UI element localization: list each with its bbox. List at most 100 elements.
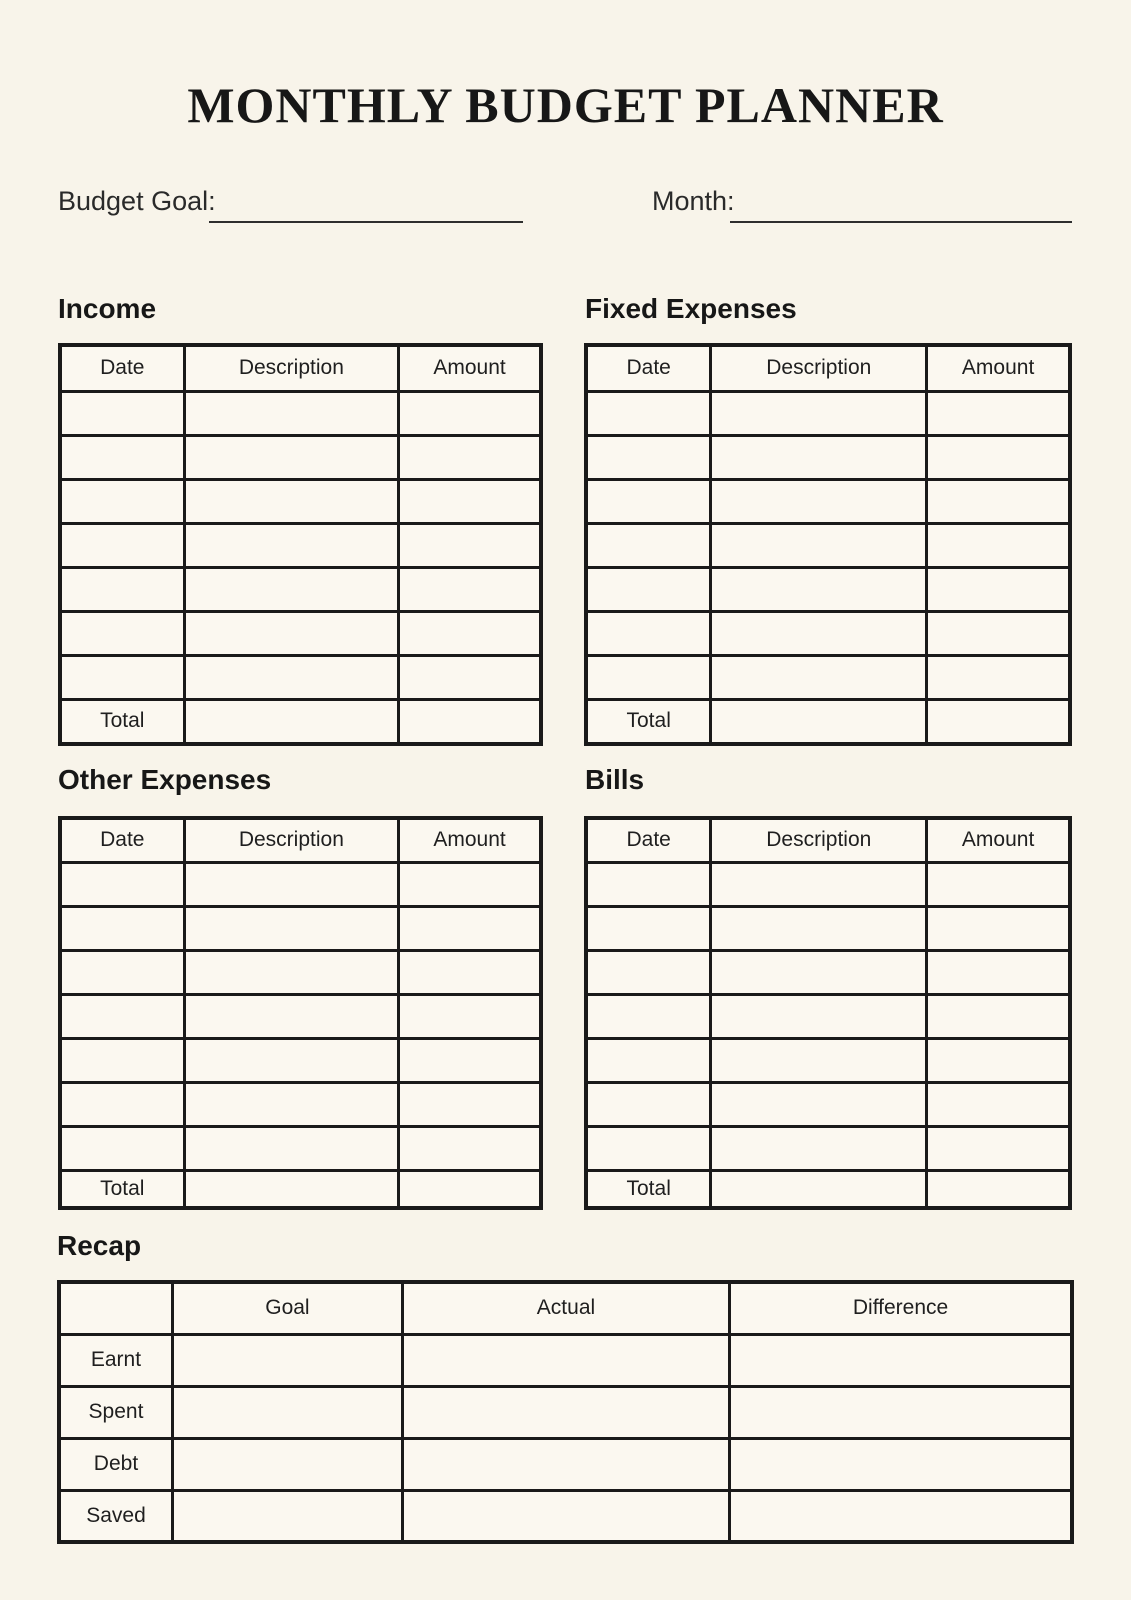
total-amount-cell[interactable] (925, 697, 1072, 746)
entry-cell[interactable] (397, 653, 543, 701)
entry-cell[interactable] (397, 389, 543, 437)
entry-cell[interactable] (170, 1436, 404, 1492)
entry-cell[interactable] (709, 521, 929, 569)
entry-cell[interactable] (925, 948, 1072, 996)
entry-cell[interactable] (182, 697, 401, 746)
total-amount-cell[interactable] (925, 1168, 1072, 1210)
entry-cell[interactable] (397, 433, 543, 481)
entry-cell[interactable] (182, 1080, 401, 1128)
entry-cell[interactable] (925, 477, 1072, 525)
entry-cell[interactable] (58, 565, 186, 613)
entry-cell[interactable] (397, 948, 543, 996)
entry-cell[interactable] (584, 609, 713, 657)
entry-cell[interactable] (925, 1080, 1072, 1128)
entry-cell[interactable] (584, 860, 713, 908)
entry-cell[interactable] (400, 1436, 732, 1492)
entry-cell[interactable] (728, 1436, 1074, 1492)
entry-cell[interactable] (584, 1036, 713, 1084)
entry-cell[interactable] (584, 992, 713, 1040)
entry-cell[interactable] (58, 653, 186, 701)
entry-cell[interactable] (709, 904, 929, 952)
entry-cell[interactable] (728, 1488, 1074, 1544)
entry-cell[interactable] (584, 477, 713, 525)
entry-cell[interactable] (925, 904, 1072, 952)
entry-cell[interactable] (182, 860, 401, 908)
entry-cell[interactable] (58, 948, 186, 996)
entry-cell[interactable] (584, 565, 713, 613)
entry-cell[interactable] (397, 565, 543, 613)
entry-cell[interactable] (709, 653, 929, 701)
entry-cell[interactable] (182, 565, 401, 613)
entry-cell[interactable] (58, 389, 186, 437)
entry-cell[interactable] (709, 565, 929, 613)
entry-cell[interactable] (925, 653, 1072, 701)
entry-cell[interactable] (709, 697, 929, 746)
entry-cell[interactable] (728, 1332, 1074, 1388)
total-amount-cell[interactable] (397, 697, 543, 746)
entry-cell[interactable] (584, 433, 713, 481)
entry-cell[interactable] (925, 1124, 1072, 1172)
entry-cell[interactable] (709, 433, 929, 481)
entry-cell[interactable] (584, 904, 713, 952)
entry-cell[interactable] (397, 1036, 543, 1084)
entry-cell[interactable] (584, 653, 713, 701)
entry-cell[interactable] (397, 992, 543, 1040)
entry-cell[interactable] (58, 521, 186, 569)
entry-cell[interactable] (170, 1332, 404, 1388)
entry-cell[interactable] (709, 1036, 929, 1084)
entry-cell[interactable] (182, 948, 401, 996)
entry-cell[interactable] (925, 433, 1072, 481)
entry-cell[interactable] (58, 433, 186, 481)
entry-cell[interactable] (728, 1384, 1074, 1440)
entry-cell[interactable] (182, 992, 401, 1040)
entry-cell[interactable] (925, 565, 1072, 613)
entry-cell[interactable] (397, 521, 543, 569)
budget-goal-input-line[interactable] (209, 221, 523, 223)
entry-cell[interactable] (400, 1384, 732, 1440)
entry-cell[interactable] (709, 992, 929, 1040)
entry-cell[interactable] (58, 860, 186, 908)
entry-cell[interactable] (925, 389, 1072, 437)
entry-cell[interactable] (400, 1488, 732, 1544)
entry-cell[interactable] (397, 609, 543, 657)
entry-cell[interactable] (584, 521, 713, 569)
entry-cell[interactable] (584, 389, 713, 437)
total-amount-cell[interactable] (397, 1168, 543, 1210)
entry-cell[interactable] (182, 521, 401, 569)
entry-cell[interactable] (709, 948, 929, 996)
entry-cell[interactable] (397, 477, 543, 525)
entry-cell[interactable] (58, 1036, 186, 1084)
entry-cell[interactable] (397, 1080, 543, 1128)
entry-cell[interactable] (709, 1124, 929, 1172)
entry-cell[interactable] (182, 609, 401, 657)
entry-cell[interactable] (925, 1036, 1072, 1084)
entry-cell[interactable] (58, 904, 186, 952)
entry-cell[interactable] (925, 860, 1072, 908)
entry-cell[interactable] (182, 389, 401, 437)
entry-cell[interactable] (925, 609, 1072, 657)
entry-cell[interactable] (182, 653, 401, 701)
entry-cell[interactable] (925, 992, 1072, 1040)
entry-cell[interactable] (58, 477, 186, 525)
entry-cell[interactable] (182, 1124, 401, 1172)
entry-cell[interactable] (58, 609, 186, 657)
entry-cell[interactable] (584, 1124, 713, 1172)
entry-cell[interactable] (182, 1036, 401, 1084)
entry-cell[interactable] (58, 1080, 186, 1128)
entry-cell[interactable] (58, 1124, 186, 1172)
entry-cell[interactable] (170, 1488, 404, 1544)
entry-cell[interactable] (709, 477, 929, 525)
entry-cell[interactable] (397, 1124, 543, 1172)
month-input-line[interactable] (730, 221, 1072, 223)
entry-cell[interactable] (397, 860, 543, 908)
entry-cell[interactable] (400, 1332, 732, 1388)
entry-cell[interactable] (182, 904, 401, 952)
entry-cell[interactable] (709, 1168, 929, 1210)
entry-cell[interactable] (925, 521, 1072, 569)
entry-cell[interactable] (397, 904, 543, 952)
entry-cell[interactable] (182, 477, 401, 525)
entry-cell[interactable] (709, 609, 929, 657)
entry-cell[interactable] (58, 992, 186, 1040)
entry-cell[interactable] (584, 1080, 713, 1128)
entry-cell[interactable] (584, 948, 713, 996)
